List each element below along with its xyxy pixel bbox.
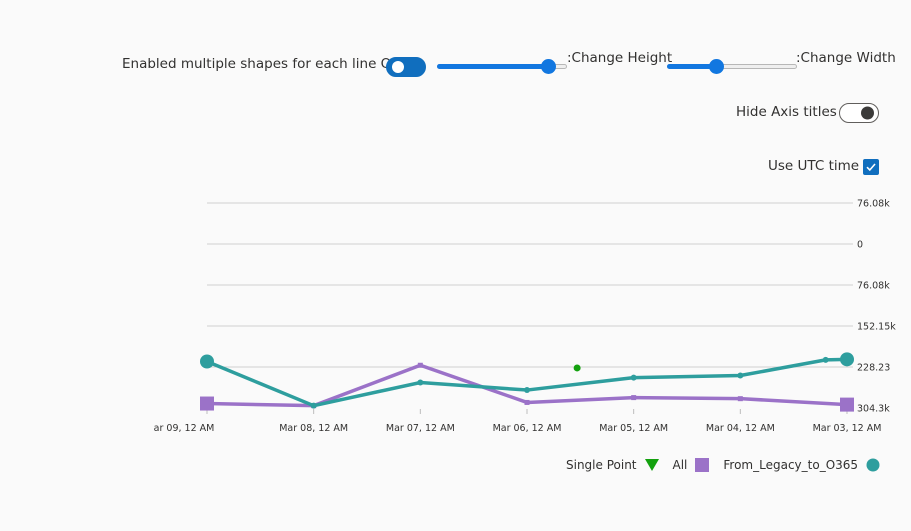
use-utc-label: Use UTC time bbox=[768, 158, 860, 174]
series-legacy-point bbox=[310, 402, 317, 409]
change-height-label: :Change Height bbox=[567, 50, 673, 66]
y-tick-label: 152.15k bbox=[857, 322, 896, 333]
toggle-knob bbox=[392, 61, 404, 73]
slider-thumb[interactable] bbox=[709, 59, 725, 74]
x-tick-label: Mar 07, 12 AM bbox=[386, 423, 455, 434]
series-legacy-point bbox=[840, 352, 854, 367]
slider-thumb[interactable] bbox=[540, 59, 556, 74]
x-tick-label: Mar 05, 12 AM bbox=[599, 423, 668, 434]
series-all-point bbox=[840, 397, 854, 412]
multiple-shapes-toggle[interactable] bbox=[386, 57, 426, 77]
series-all-point bbox=[524, 399, 530, 405]
hide-axis-titles-label: Hide Axis titles bbox=[736, 104, 837, 120]
series-legacy-point bbox=[630, 374, 637, 381]
chart-legend: Single Point All From_Legacy_to_O365 bbox=[566, 458, 894, 472]
circle-icon bbox=[866, 458, 880, 472]
series-legacy-point bbox=[200, 354, 214, 369]
slider-fill bbox=[667, 64, 717, 69]
multiple-shapes-label: Enabled multiple shapes for each line On bbox=[122, 56, 400, 72]
series-legacy-point bbox=[524, 387, 530, 394]
grid-lines bbox=[207, 202, 853, 368]
y-tick-label: 76.08k bbox=[857, 281, 890, 292]
legend-label: All bbox=[672, 458, 688, 472]
series-legacy-point bbox=[417, 379, 424, 386]
x-tick-label: ar 09, 12 AM bbox=[154, 423, 215, 434]
x-tick-label: Mar 08, 12 AM bbox=[279, 423, 348, 434]
checkmark-icon bbox=[866, 163, 876, 172]
legend-item-single-point[interactable]: Single Point bbox=[566, 458, 659, 472]
triangle-down-icon bbox=[644, 459, 659, 471]
series-legacy-line bbox=[206, 357, 848, 408]
legend-item-from-legacy[interactable]: From_Legacy_to_O365 bbox=[723, 458, 880, 472]
series-all-point bbox=[631, 395, 637, 401]
x-tick-label: Mar 03, 12 AM bbox=[813, 423, 882, 434]
y-tick-label: 304.3k bbox=[857, 404, 890, 415]
series-all-point bbox=[200, 396, 214, 411]
series-legacy-point bbox=[737, 372, 744, 379]
series-all-point bbox=[737, 396, 743, 402]
series-single-point bbox=[573, 364, 581, 372]
y-tick-label: 228.23 bbox=[857, 363, 890, 374]
y-tick-label: 76.08k bbox=[857, 199, 890, 210]
x-tick-label: Mar 06, 12 AM bbox=[493, 423, 562, 434]
toggle-knob bbox=[861, 106, 874, 120]
change-width-label: :Change Width bbox=[796, 50, 896, 66]
legend-label: From_Legacy_to_O365 bbox=[723, 458, 859, 472]
series-all-point bbox=[417, 362, 423, 368]
legend-item-all[interactable]: All bbox=[673, 458, 710, 472]
x-axis-ticks: ar 09, 12 AM Mar 08, 12 AM Mar 07, 12 AM Ma… bbox=[154, 409, 882, 434]
height-slider[interactable] bbox=[437, 58, 567, 74]
y-tick-label: 0 bbox=[857, 240, 863, 251]
x-tick-label: Mar 04, 12 AM bbox=[706, 423, 775, 434]
square-icon bbox=[695, 458, 710, 472]
use-utc-checkbox[interactable] bbox=[863, 159, 879, 175]
multiple-shapes-control: Enabled multiple shapes for each line On bbox=[122, 56, 400, 72]
width-slider[interactable] bbox=[667, 58, 797, 74]
hide-axis-titles-toggle[interactable] bbox=[839, 103, 879, 123]
y-axis-ticks: 76.08k 0 76.08k 152.15k 228.23 304.3k bbox=[857, 199, 896, 415]
series-legacy-point bbox=[822, 356, 829, 363]
slider-fill bbox=[437, 64, 548, 69]
series-layer bbox=[200, 352, 854, 412]
legend-label: Single Point bbox=[566, 458, 637, 472]
